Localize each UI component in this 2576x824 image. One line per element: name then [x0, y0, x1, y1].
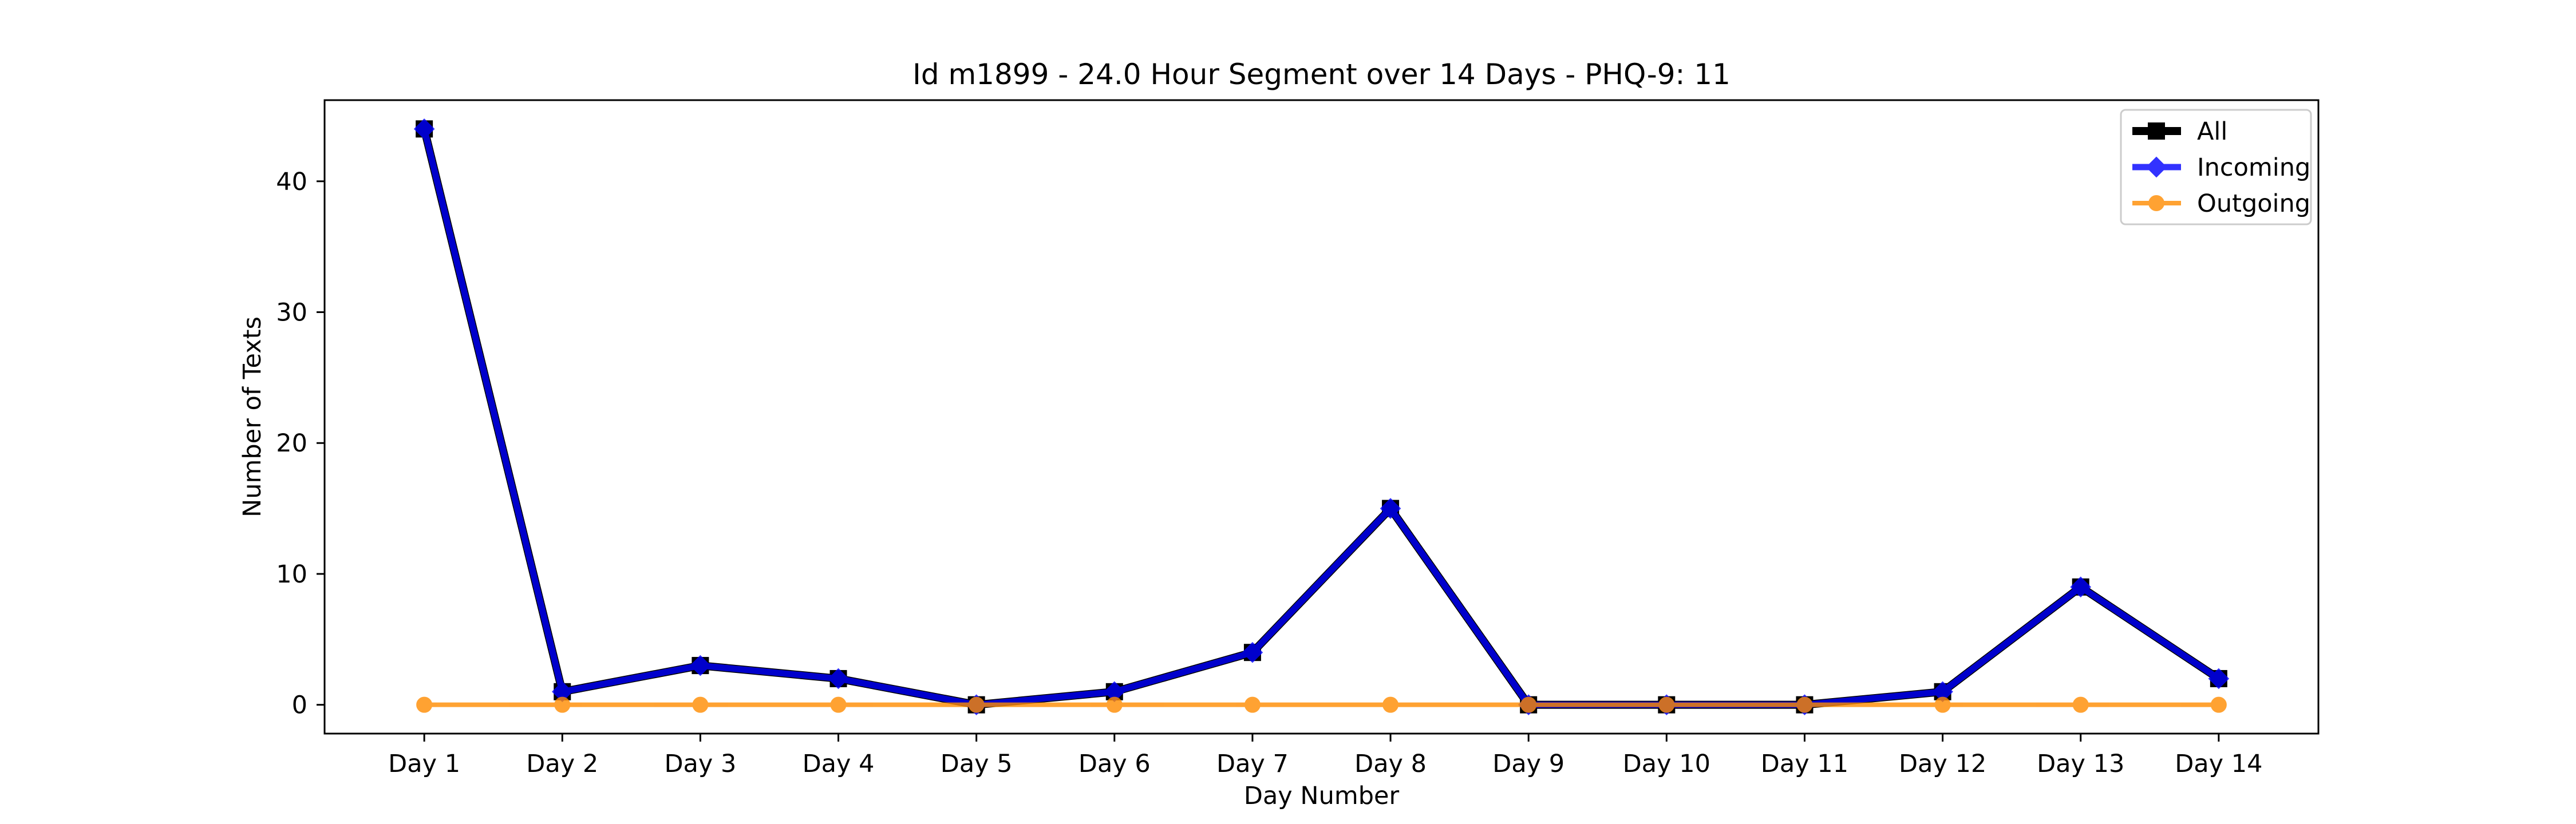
x-axis: Day 1 Day 2 Day 3 Day 4 Day 5 Day 6 Day 7 Day 8…: [388, 734, 2262, 778]
y-tick-label: 40: [276, 168, 307, 196]
data-point-outgoing: [2072, 696, 2089, 713]
plot-frame: [323, 99, 2320, 735]
legend-marker-all: [2148, 122, 2165, 140]
legend: All Incoming Outgoing: [2120, 109, 2312, 225]
legend-label-all: All: [2197, 117, 2227, 146]
data-point-incoming: [1380, 498, 1401, 519]
data-point-incoming: [690, 655, 711, 676]
x-tick-label: Day 2: [526, 750, 598, 778]
legend-label-outgoing: Outgoing: [2197, 189, 2310, 218]
x-tick-label: Day 14: [2175, 750, 2262, 778]
x-tick-label: Day 6: [1078, 750, 1151, 778]
x-tick-label: Day 8: [1354, 750, 1427, 778]
x-tick-label: Day 12: [1899, 750, 1986, 778]
data-point-outgoing: [2210, 696, 2227, 713]
y-tick-label: 20: [276, 429, 307, 458]
x-tick-label: Day 11: [1761, 750, 1848, 778]
series-line-all: [420, 128, 2221, 709]
x-axis-label: Day Number: [1244, 782, 1400, 810]
y-tick-label: 0: [292, 691, 307, 720]
x-tick-label: Day 1: [388, 750, 460, 778]
data-point-outgoing: [416, 696, 433, 713]
data-point-outgoing: [1244, 696, 1261, 713]
legend-marker-outgoing: [2148, 195, 2164, 211]
x-tick-label: Day 5: [941, 750, 1013, 778]
data-point-incoming: [2208, 668, 2230, 690]
x-tick-label: Day 10: [1623, 750, 1710, 778]
data-point-incoming: [1242, 641, 1263, 663]
legend-item-all: [2132, 122, 2181, 140]
x-tick-label: Day 13: [2037, 750, 2124, 778]
data-point-outgoing: [1796, 696, 1813, 713]
x-tick-label: Day 9: [1492, 750, 1564, 778]
legend-label-incoming: Incoming: [2197, 153, 2310, 182]
y-axis-label: Number of Texts: [238, 316, 267, 517]
y-tick-label: 30: [276, 299, 307, 327]
series-layer: [413, 118, 2230, 715]
data-point-incoming: [2070, 576, 2092, 598]
series-line-incoming: [421, 128, 2221, 708]
data-point-outgoing: [1520, 696, 1537, 713]
legend-item-incoming: [2132, 156, 2181, 178]
plot-area: [323, 99, 2320, 735]
data-point-incoming: [828, 668, 849, 690]
y-axis: 0 10 20 30 40: [276, 168, 325, 720]
data-point-outgoing: [1934, 696, 1951, 713]
x-tick-label: Day 3: [664, 750, 736, 778]
series-all: [416, 120, 2227, 714]
series-outgoing: [416, 696, 2227, 713]
chart-title: Id m1899 - 24.0 Hour Segment over 14 Day…: [912, 58, 1730, 91]
data-point-incoming: [413, 118, 435, 140]
data-point-outgoing: [968, 696, 985, 713]
y-tick-label: 10: [276, 560, 307, 589]
data-point-outgoing: [692, 696, 709, 713]
x-tick-label: Day 4: [803, 750, 875, 778]
legend-marker-incoming: [2146, 156, 2167, 178]
data-point-outgoing: [554, 696, 571, 713]
legend-box: [2120, 109, 2312, 225]
legend-item-outgoing: [2132, 195, 2181, 211]
data-point-outgoing: [830, 696, 847, 713]
data-point-outgoing: [1382, 696, 1399, 713]
data-point-outgoing: [1106, 696, 1123, 713]
x-tick-label: Day 7: [1216, 750, 1289, 778]
series-incoming: [413, 118, 2230, 715]
data-point-outgoing: [1658, 696, 1675, 713]
